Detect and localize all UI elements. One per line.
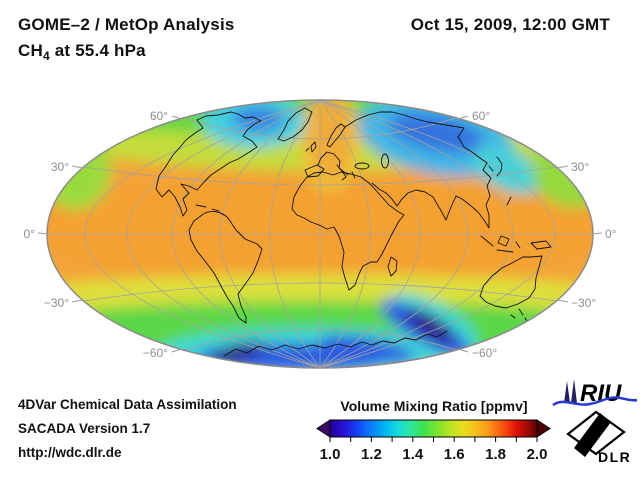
methane-field (47, 100, 593, 368)
dlr-logo-text: DLR (598, 449, 631, 465)
page-title: GOME–2 / MetOp Analysis (18, 15, 235, 34)
lat-label-right-0: 0° (605, 227, 617, 241)
lat-label-left-0: 0° (24, 227, 36, 241)
dlr-emblem-icon (566, 410, 626, 457)
datetime-label: Oct 15, 2009, 12:00 GMT (410, 15, 610, 34)
cb-tick-1.4: 1.4 (402, 446, 424, 463)
cb-tick-1.6: 1.6 (444, 446, 465, 463)
cathedral-icon (564, 379, 577, 403)
lat-label-left-m60: −60° (143, 346, 168, 360)
riu-wave-icon (552, 396, 638, 407)
pressure-level-label: at 55.4 hPa (49, 41, 146, 60)
lat-label-right-30: 30° (571, 160, 589, 174)
cb-tick-1.2: 1.2 (361, 446, 382, 463)
credit-line-1: 4DVar Chemical Data Assimilation (18, 397, 237, 412)
graticule (47, 100, 593, 368)
credit-url: http://wdc.dlr.de (18, 445, 122, 460)
lat-label-left-m30: −30° (44, 296, 69, 310)
cb-tick-2.0: 2.0 (527, 446, 548, 463)
cb-tick-1.8: 1.8 (485, 446, 506, 463)
colorbar: 1.0 1.2 1.4 1.6 1.8 2.0 (316, 419, 551, 463)
colorbar-title: Volume Mixing Ratio [ppmv] (340, 398, 528, 414)
colorbar-left-arrow (316, 419, 331, 438)
lat-label-left-30: 30° (51, 160, 69, 174)
lat-label-right-m30: −30° (571, 296, 596, 310)
lat-label-left-60: 60° (150, 109, 168, 123)
riu-logo-text: RIU (580, 380, 622, 407)
riu-logo: RIU (552, 379, 638, 407)
latitude-labels: 60° 30° 0° −30° −60° 60° 30° 0° −30° −60… (24, 109, 617, 360)
coastlines (155, 107, 552, 357)
latitude-ticks (37, 115, 603, 353)
colorbar-tick-marks (329, 437, 538, 442)
colorbar-right-arrow (536, 419, 551, 438)
species-subscript: 4 (42, 49, 50, 63)
colorbar-gradient (329, 419, 538, 438)
colorbar-tick-labels: 1.0 1.2 1.4 1.6 1.8 2.0 (320, 446, 548, 463)
credit-line-2: SACADA Version 1.7 (18, 421, 151, 436)
page-subtitle: CH4 at 55.4 hPa (18, 41, 146, 63)
dlr-logo: DLR (566, 410, 631, 465)
cb-tick-1.0: 1.0 (320, 446, 341, 463)
species-label: CH (18, 41, 43, 60)
lat-label-right-m60: −60° (472, 346, 497, 360)
lat-label-right-60: 60° (472, 109, 490, 123)
